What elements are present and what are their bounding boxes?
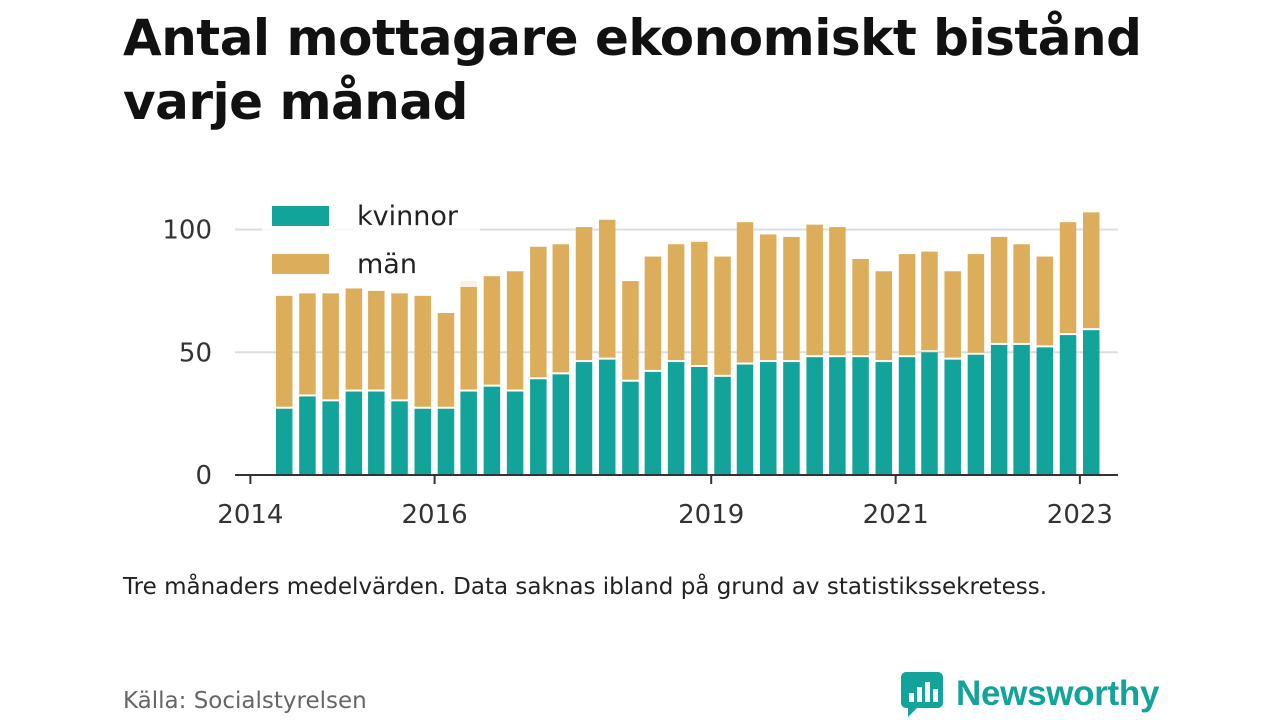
bar-kvinnor bbox=[990, 344, 1008, 475]
legend-swatch bbox=[272, 254, 329, 274]
stacked-bar-chart: 0 50 100 2014 2016 2019 2021 2023 kvinnor män bbox=[162, 195, 1118, 530]
bar-man bbox=[506, 271, 524, 390]
bar-man bbox=[759, 234, 777, 361]
bar-man bbox=[1083, 212, 1100, 329]
bar-man bbox=[391, 293, 408, 400]
bar-man bbox=[622, 281, 639, 380]
bar-man bbox=[667, 244, 685, 361]
bar-man bbox=[921, 251, 938, 351]
x-tick-label: 2014 bbox=[217, 500, 283, 530]
x-tick-label: 2016 bbox=[402, 500, 468, 530]
bar-man bbox=[829, 227, 846, 356]
bar-kvinnor bbox=[368, 391, 385, 475]
bar-man bbox=[875, 271, 893, 361]
x-tick-label: 2021 bbox=[863, 500, 929, 530]
bar-kvinnor bbox=[714, 376, 731, 475]
bar-kvinnor bbox=[806, 357, 823, 475]
bar-man bbox=[437, 313, 455, 407]
bar-kvinnor bbox=[736, 364, 754, 475]
bar-chart-speech-bubble-icon bbox=[901, 672, 943, 717]
legend-label: kvinnor bbox=[357, 201, 459, 232]
y-tick-label: 50 bbox=[179, 338, 212, 368]
bar-man bbox=[644, 256, 662, 370]
bar-man bbox=[575, 227, 593, 361]
source-text: Källa: Socialstyrelsen bbox=[123, 688, 367, 714]
bar-kvinnor bbox=[345, 391, 363, 475]
bar-man bbox=[714, 256, 731, 375]
bar-man bbox=[552, 244, 570, 373]
bar-kvinnor bbox=[1013, 344, 1030, 475]
bar-kvinnor bbox=[622, 381, 639, 475]
bar-man bbox=[483, 276, 501, 385]
bar-kvinnor bbox=[391, 401, 408, 475]
bar-kvinnor bbox=[921, 352, 938, 475]
bar-man bbox=[1013, 244, 1030, 343]
bar-man bbox=[944, 271, 961, 358]
brand-logo[interactable]: Newsworthy bbox=[900, 670, 1159, 718]
bar-man bbox=[1036, 256, 1054, 346]
bar-kvinnor bbox=[898, 357, 916, 475]
bar-man bbox=[852, 259, 869, 356]
bar-kvinnor bbox=[322, 401, 339, 475]
bar-man bbox=[460, 281, 477, 390]
bars bbox=[275, 212, 1100, 475]
bar-man bbox=[783, 236, 800, 361]
legend: kvinnor män bbox=[262, 195, 480, 287]
bar-kvinnor bbox=[852, 357, 869, 475]
bar-kvinnor bbox=[967, 354, 985, 475]
bar-kvinnor bbox=[691, 367, 708, 475]
bar-kvinnor bbox=[460, 391, 477, 475]
bar-kvinnor bbox=[275, 408, 293, 475]
bar-man bbox=[898, 254, 916, 356]
bar-kvinnor bbox=[299, 396, 316, 475]
bar-man bbox=[691, 241, 708, 365]
bar-man bbox=[275, 295, 293, 407]
bar-kvinnor bbox=[552, 374, 570, 475]
bar-man bbox=[806, 224, 823, 356]
bar-man bbox=[736, 222, 754, 363]
y-tick-label: 100 bbox=[162, 216, 212, 246]
bar-kvinnor bbox=[530, 379, 547, 475]
bar-man bbox=[530, 246, 547, 378]
x-tick-label: 2023 bbox=[1047, 500, 1113, 530]
bar-man bbox=[368, 290, 385, 390]
legend-label: män bbox=[357, 249, 417, 280]
bar-kvinnor bbox=[644, 371, 662, 475]
bar-kvinnor bbox=[759, 362, 777, 475]
y-tick-label: 0 bbox=[195, 461, 212, 491]
bar-kvinnor bbox=[829, 357, 846, 475]
legend-swatch bbox=[272, 206, 329, 226]
brand-name: Newsworthy bbox=[956, 674, 1160, 713]
bar-kvinnor bbox=[1036, 347, 1054, 475]
bar-man bbox=[414, 295, 432, 407]
bar-man bbox=[598, 219, 616, 358]
bar-man bbox=[967, 254, 985, 353]
x-tick-label: 2019 bbox=[678, 500, 744, 530]
bar-kvinnor bbox=[875, 362, 893, 475]
bar-kvinnor bbox=[667, 362, 685, 475]
bar-man bbox=[345, 288, 363, 390]
bar-kvinnor bbox=[783, 362, 800, 475]
bar-kvinnor bbox=[1059, 335, 1077, 475]
bar-kvinnor bbox=[437, 408, 455, 475]
bar-man bbox=[990, 236, 1008, 343]
bar-kvinnor bbox=[1083, 330, 1100, 475]
bar-kvinnor bbox=[944, 359, 961, 475]
bar-man bbox=[299, 293, 316, 395]
bar-kvinnor bbox=[483, 386, 501, 475]
bar-kvinnor bbox=[598, 359, 616, 475]
bar-kvinnor bbox=[506, 391, 524, 475]
chart-title: Antal mottagare ekonomiskt bistånd varje… bbox=[123, 9, 1142, 131]
chart-note: Tre månaders medelvärden. Data saknas ib… bbox=[123, 574, 1048, 600]
axes: 0 50 100 2014 2016 2019 2021 2023 bbox=[162, 216, 1118, 530]
bar-kvinnor bbox=[575, 362, 593, 475]
bar-kvinnor bbox=[414, 408, 432, 475]
bar-man bbox=[322, 293, 339, 400]
bar-man bbox=[1059, 222, 1077, 334]
